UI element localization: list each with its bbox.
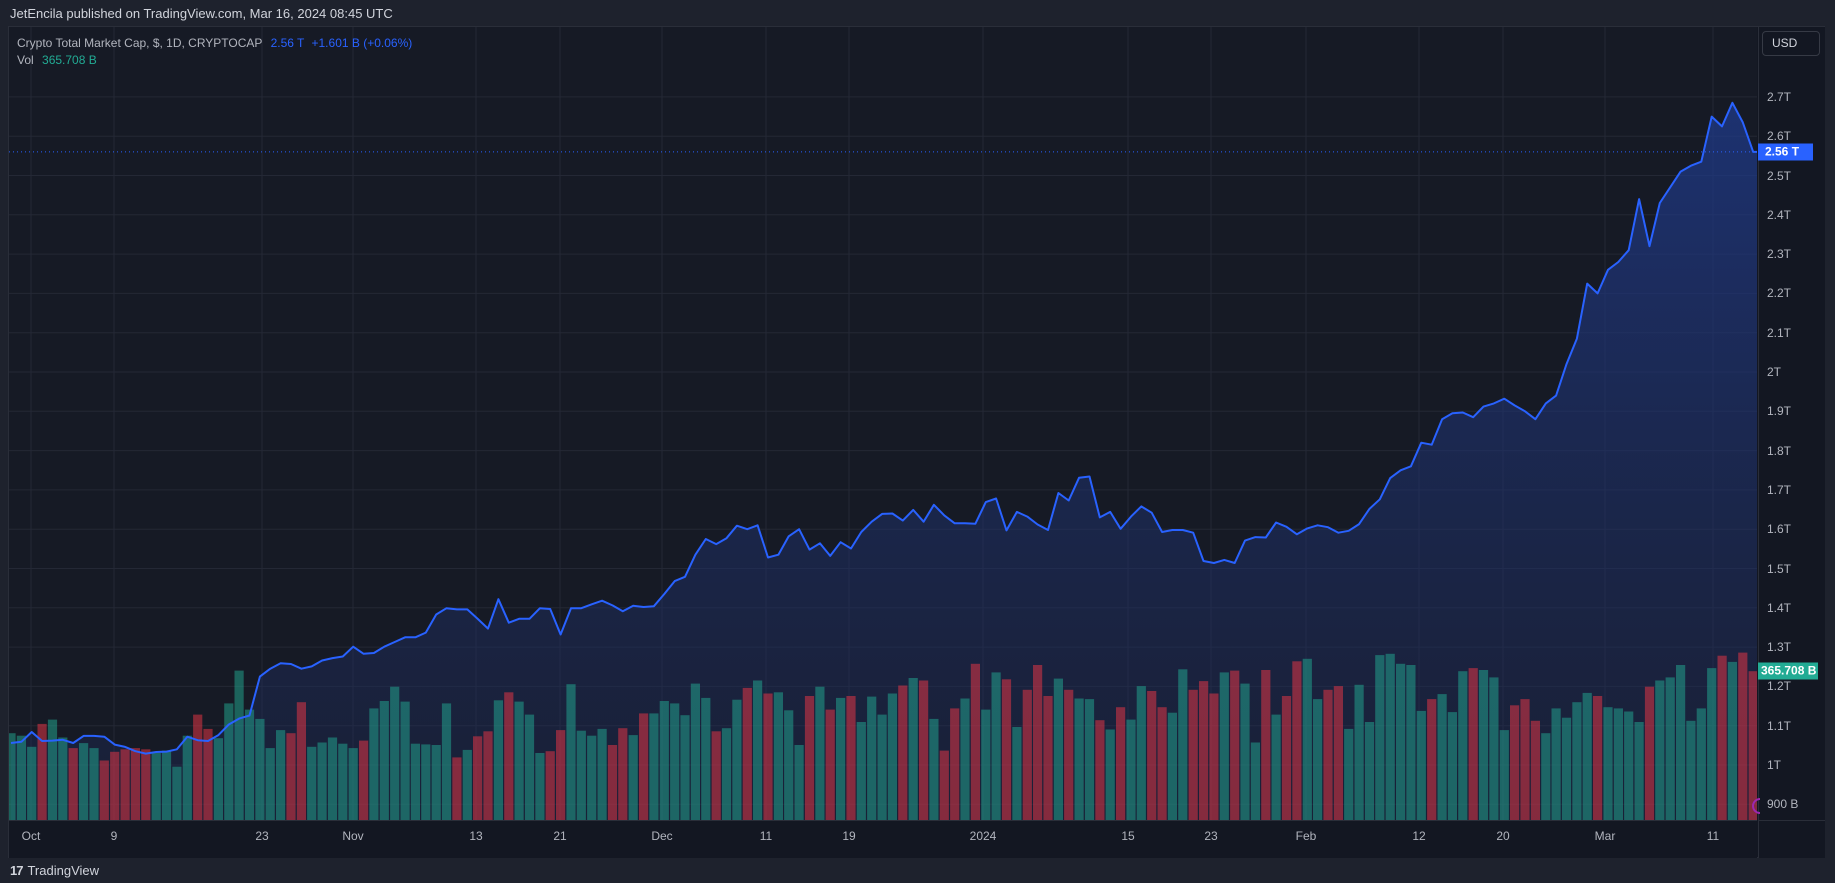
time-tick: Mar	[1594, 829, 1616, 843]
time-tick: 11	[1706, 829, 1720, 843]
change-value: +1.601 B (+0.06%)	[311, 36, 413, 50]
price-tick: 1.8T	[1767, 443, 1792, 458]
symbol-title: Crypto Total Market Cap, $, 1D, CRYPTOCA…	[17, 36, 263, 50]
time-axis[interactable]: Oct 9 23 Nov 13 21 Dec 11 19 2024 15 23 Feb 12 20 Mar 11	[9, 820, 1757, 858]
time-tick: 23	[255, 829, 269, 843]
time-tick: 12	[1412, 829, 1426, 843]
price-tick: 1.7T	[1767, 482, 1792, 497]
footer: 17 TradingView	[10, 860, 99, 880]
time-tick: Oct	[21, 829, 41, 843]
price-tick: 2.2T	[1767, 286, 1792, 301]
price-tick: 2.3T	[1767, 247, 1792, 262]
last-value: 2.56 T	[270, 36, 305, 50]
time-tick: 9	[110, 829, 118, 843]
time-tick: 23	[1204, 829, 1218, 843]
price-tick: 900 B	[1767, 797, 1799, 812]
price-tick: 2T	[1767, 365, 1782, 379]
chart-legend: Crypto Total Market Cap, $, 1D, CRYPTOCA…	[17, 35, 412, 69]
volume-tag: 365.708 B	[1758, 662, 1818, 680]
price-tick: 1.6T	[1767, 522, 1792, 537]
price-tick: 2.5T	[1767, 168, 1792, 183]
time-tick: Nov	[342, 829, 364, 843]
time-tick: Dec	[651, 829, 673, 843]
price-tick: 1.2T	[1767, 679, 1792, 694]
price-tick: 2.4T	[1767, 207, 1792, 222]
time-tick: 15	[1121, 829, 1135, 843]
time-tick: 11	[759, 829, 773, 843]
price-tick: 2.1T	[1767, 325, 1792, 340]
time-tick: 19	[842, 829, 856, 843]
volume-value: 365.708 B	[42, 53, 97, 67]
price-tick: 1T	[1767, 758, 1782, 772]
legend-volume-row[interactable]: Vol 365.708 B	[17, 52, 412, 69]
currency-button[interactable]: USD	[1762, 31, 1820, 56]
chart-plot-area[interactable]	[9, 27, 1757, 820]
time-tick: Feb	[1295, 829, 1317, 843]
time-tick: 2024	[969, 829, 997, 843]
publish-header: JetEncila published on TradingView.com, …	[0, 0, 1835, 26]
price-tick: 1.9T	[1767, 404, 1792, 419]
alert-icon[interactable]	[1752, 798, 1760, 814]
price-tick: 1.1T	[1767, 718, 1792, 733]
legend-main-row[interactable]: Crypto Total Market Cap, $, 1D, CRYPTOCA…	[17, 35, 412, 52]
time-tick: 21	[553, 829, 567, 843]
volume-label: Vol	[17, 53, 34, 67]
price-chart	[9, 27, 1757, 820]
tradingview-logo-icon: 17	[10, 862, 24, 878]
price-tick: 1.4T	[1767, 600, 1792, 615]
last-price-tag: 2.56 T	[1758, 143, 1813, 161]
price-tick: 1.5T	[1767, 561, 1792, 576]
time-tick: 20	[1496, 829, 1510, 843]
axis-corner	[1758, 820, 1825, 858]
time-tick: 13	[469, 829, 483, 843]
brand-name: TradingView	[27, 862, 100, 878]
price-tick: 2.6T	[1767, 129, 1792, 144]
price-tick: 1.3T	[1767, 640, 1792, 655]
price-tick: 2.7T	[1767, 89, 1792, 104]
publish-info: JetEncila published on TradingView.com, …	[10, 6, 393, 21]
